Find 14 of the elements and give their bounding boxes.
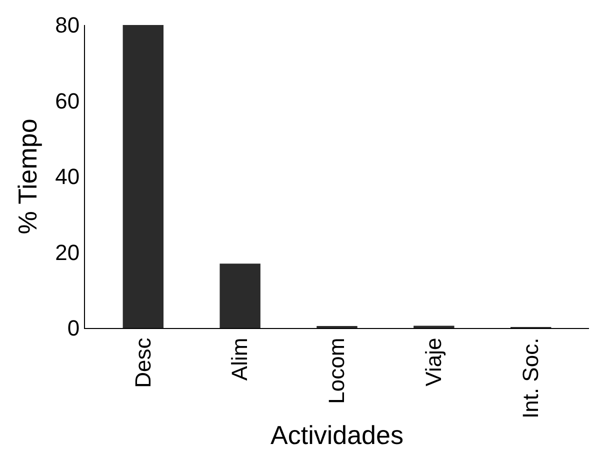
x-axis-title: Actividades (270, 420, 404, 450)
y-tick-label: 40 (55, 164, 80, 190)
x-tick-label: Desc (130, 338, 156, 388)
y-tick-label: 60 (55, 88, 80, 114)
x-tick-label: Int. Soc. (518, 338, 543, 419)
x-tick-label: Locom (324, 338, 350, 404)
bar (122, 25, 164, 328)
x-tick-label: Alim (227, 338, 252, 381)
y-axis-title: % Tiempo (12, 118, 43, 234)
y-tick-label: 0 (67, 316, 80, 341)
x-tick-label: Viaje (421, 338, 446, 386)
y-tick-label: 20 (55, 240, 80, 265)
y-tick-label: 80 (55, 12, 80, 38)
bar (220, 264, 260, 328)
